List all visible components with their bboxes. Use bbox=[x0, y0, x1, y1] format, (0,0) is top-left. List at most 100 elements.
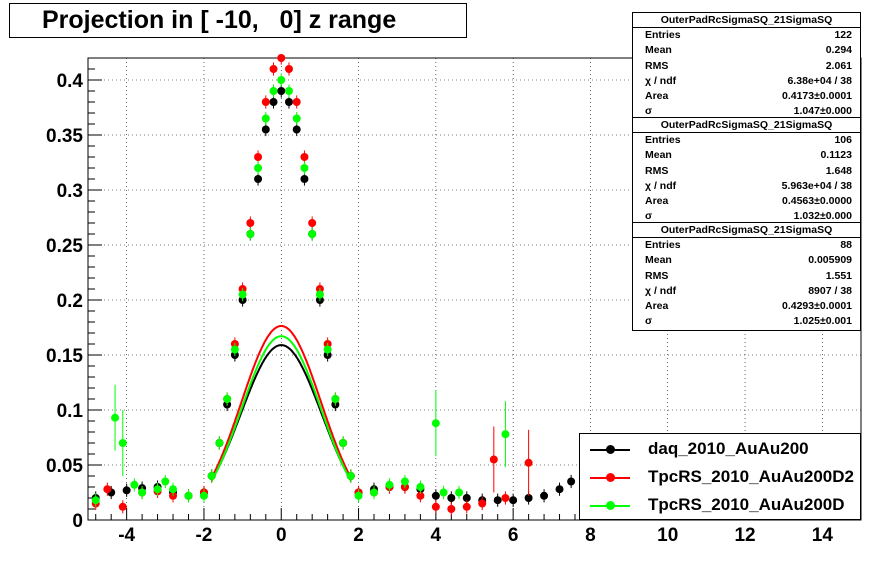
data-point bbox=[292, 114, 301, 123]
stats-row: χ / ndf 5.963e+04 / 38 bbox=[645, 179, 852, 192]
data-point bbox=[254, 164, 263, 172]
data-point bbox=[354, 491, 363, 500]
data-point bbox=[431, 491, 440, 500]
x-tick-label: 14 bbox=[812, 525, 834, 546]
data-point bbox=[284, 65, 293, 73]
data-point bbox=[489, 455, 498, 464]
data-point bbox=[261, 125, 270, 134]
data-point bbox=[385, 480, 394, 489]
legend: daq_2010_AuAu200 TpcRS_2010_AuAu200D2 Tp… bbox=[579, 433, 861, 520]
x-tick-label: -2 bbox=[195, 525, 212, 546]
data-point bbox=[524, 458, 533, 467]
data-point bbox=[103, 485, 112, 494]
x-tick-label: 4 bbox=[431, 525, 442, 546]
data-point bbox=[246, 230, 255, 238]
data-point bbox=[277, 76, 286, 84]
stats-row: Area 0.4293±0.0001 bbox=[645, 300, 852, 313]
stats-row: Entries 122 bbox=[645, 29, 852, 41]
x-tick-label: 12 bbox=[734, 525, 755, 546]
data-point bbox=[400, 477, 409, 486]
data-point bbox=[300, 153, 309, 161]
data-point bbox=[284, 87, 293, 95]
data-point bbox=[246, 219, 255, 227]
stats-title: OuterPadRcSigmaSQ_21SigmaSQ bbox=[633, 118, 860, 133]
data-point bbox=[300, 164, 309, 172]
data-point bbox=[346, 472, 355, 480]
data-point bbox=[431, 419, 440, 428]
stats-row: RMS 2.061 bbox=[645, 59, 852, 72]
data-point bbox=[315, 290, 324, 299]
stats-row: σ 1.047±0.000 bbox=[645, 105, 852, 118]
data-point bbox=[339, 439, 348, 447]
data-point bbox=[308, 230, 317, 238]
data-point bbox=[478, 499, 487, 508]
data-point bbox=[277, 87, 286, 95]
x-tick-label: 10 bbox=[657, 525, 678, 546]
data-point bbox=[300, 175, 309, 183]
data-point bbox=[261, 114, 270, 123]
stats-row: χ / ndf 6.38e+04 / 38 bbox=[645, 74, 852, 87]
stats-box-1: OuterPadRcSigmaSQ_21SigmaSQ Entries 122 M… bbox=[632, 12, 861, 121]
data-point bbox=[501, 494, 510, 502]
legend-marker bbox=[606, 445, 615, 454]
stats-row: RMS 1.551 bbox=[645, 269, 852, 282]
data-point bbox=[277, 54, 286, 62]
data-point bbox=[138, 488, 147, 497]
data-point bbox=[230, 345, 239, 354]
data-point bbox=[416, 491, 425, 500]
y-tick-label: 0.3 bbox=[57, 181, 83, 202]
data-point bbox=[215, 439, 224, 447]
data-point bbox=[199, 491, 208, 500]
fit-curve bbox=[210, 335, 352, 482]
data-point bbox=[462, 494, 471, 502]
stats-title: OuterPadRcSigmaSQ_21SigmaSQ bbox=[633, 13, 860, 28]
legend-marker bbox=[606, 473, 615, 482]
y-tick-label: 0.05 bbox=[46, 456, 83, 477]
data-point bbox=[269, 98, 278, 106]
data-point bbox=[540, 491, 549, 500]
fit-curves bbox=[210, 325, 352, 482]
data-point bbox=[447, 505, 456, 513]
data-point bbox=[111, 413, 120, 422]
legend-label: TpcRS_2010_AuAu200D2 bbox=[648, 467, 854, 486]
data-point bbox=[462, 502, 471, 511]
data-point bbox=[169, 485, 178, 494]
x-tick-label: -4 bbox=[118, 525, 135, 546]
legend-marker bbox=[606, 501, 615, 510]
legend-entry: TpcRS_2010_AuAu200D2 bbox=[580, 464, 860, 490]
data-point bbox=[184, 491, 193, 500]
data-point bbox=[308, 219, 317, 227]
data-point bbox=[567, 477, 576, 486]
data-point bbox=[323, 345, 332, 354]
data-point bbox=[207, 472, 216, 480]
stats-row: Mean 0.294 bbox=[645, 44, 852, 57]
stats-row: Area 0.4563±0.0000 bbox=[645, 195, 852, 208]
data-point bbox=[130, 480, 139, 489]
data-point bbox=[284, 98, 293, 106]
data-point bbox=[331, 395, 340, 403]
stats-title: OuterPadRcSigmaSQ_21SigmaSQ bbox=[633, 223, 860, 238]
stats-row: σ 1.025±0.001 bbox=[645, 315, 852, 328]
y-tick-label: 0.2 bbox=[57, 291, 83, 312]
stats-row: σ 1.032±0.000 bbox=[645, 210, 852, 223]
data-point bbox=[269, 65, 278, 73]
legend-entry: TpcRS_2010_AuAu200D bbox=[580, 492, 860, 518]
stats-row: Area 0.4173±0.0001 bbox=[645, 90, 852, 103]
data-point bbox=[153, 485, 162, 494]
data-point bbox=[254, 175, 263, 183]
legend-label: TpcRS_2010_AuAu200D bbox=[648, 495, 845, 514]
data-point bbox=[161, 477, 170, 486]
x-tick-label: 8 bbox=[585, 525, 596, 546]
stats-row: Mean 0.1123 bbox=[645, 149, 852, 162]
data-point bbox=[439, 488, 448, 497]
stats-box-3: OuterPadRcSigmaSQ_21SigmaSQ Entries 88 Me… bbox=[632, 222, 861, 331]
y-tick-label: 0.1 bbox=[57, 401, 84, 422]
data-point bbox=[370, 488, 379, 497]
data-point bbox=[238, 290, 247, 299]
y-tick-label: 0.15 bbox=[46, 346, 83, 367]
data-point bbox=[524, 494, 533, 502]
chart-title: Projection in [ -10, 0] z range bbox=[9, 3, 467, 38]
data-point bbox=[118, 502, 127, 511]
data-point bbox=[431, 502, 440, 511]
data-points bbox=[91, 54, 576, 516]
